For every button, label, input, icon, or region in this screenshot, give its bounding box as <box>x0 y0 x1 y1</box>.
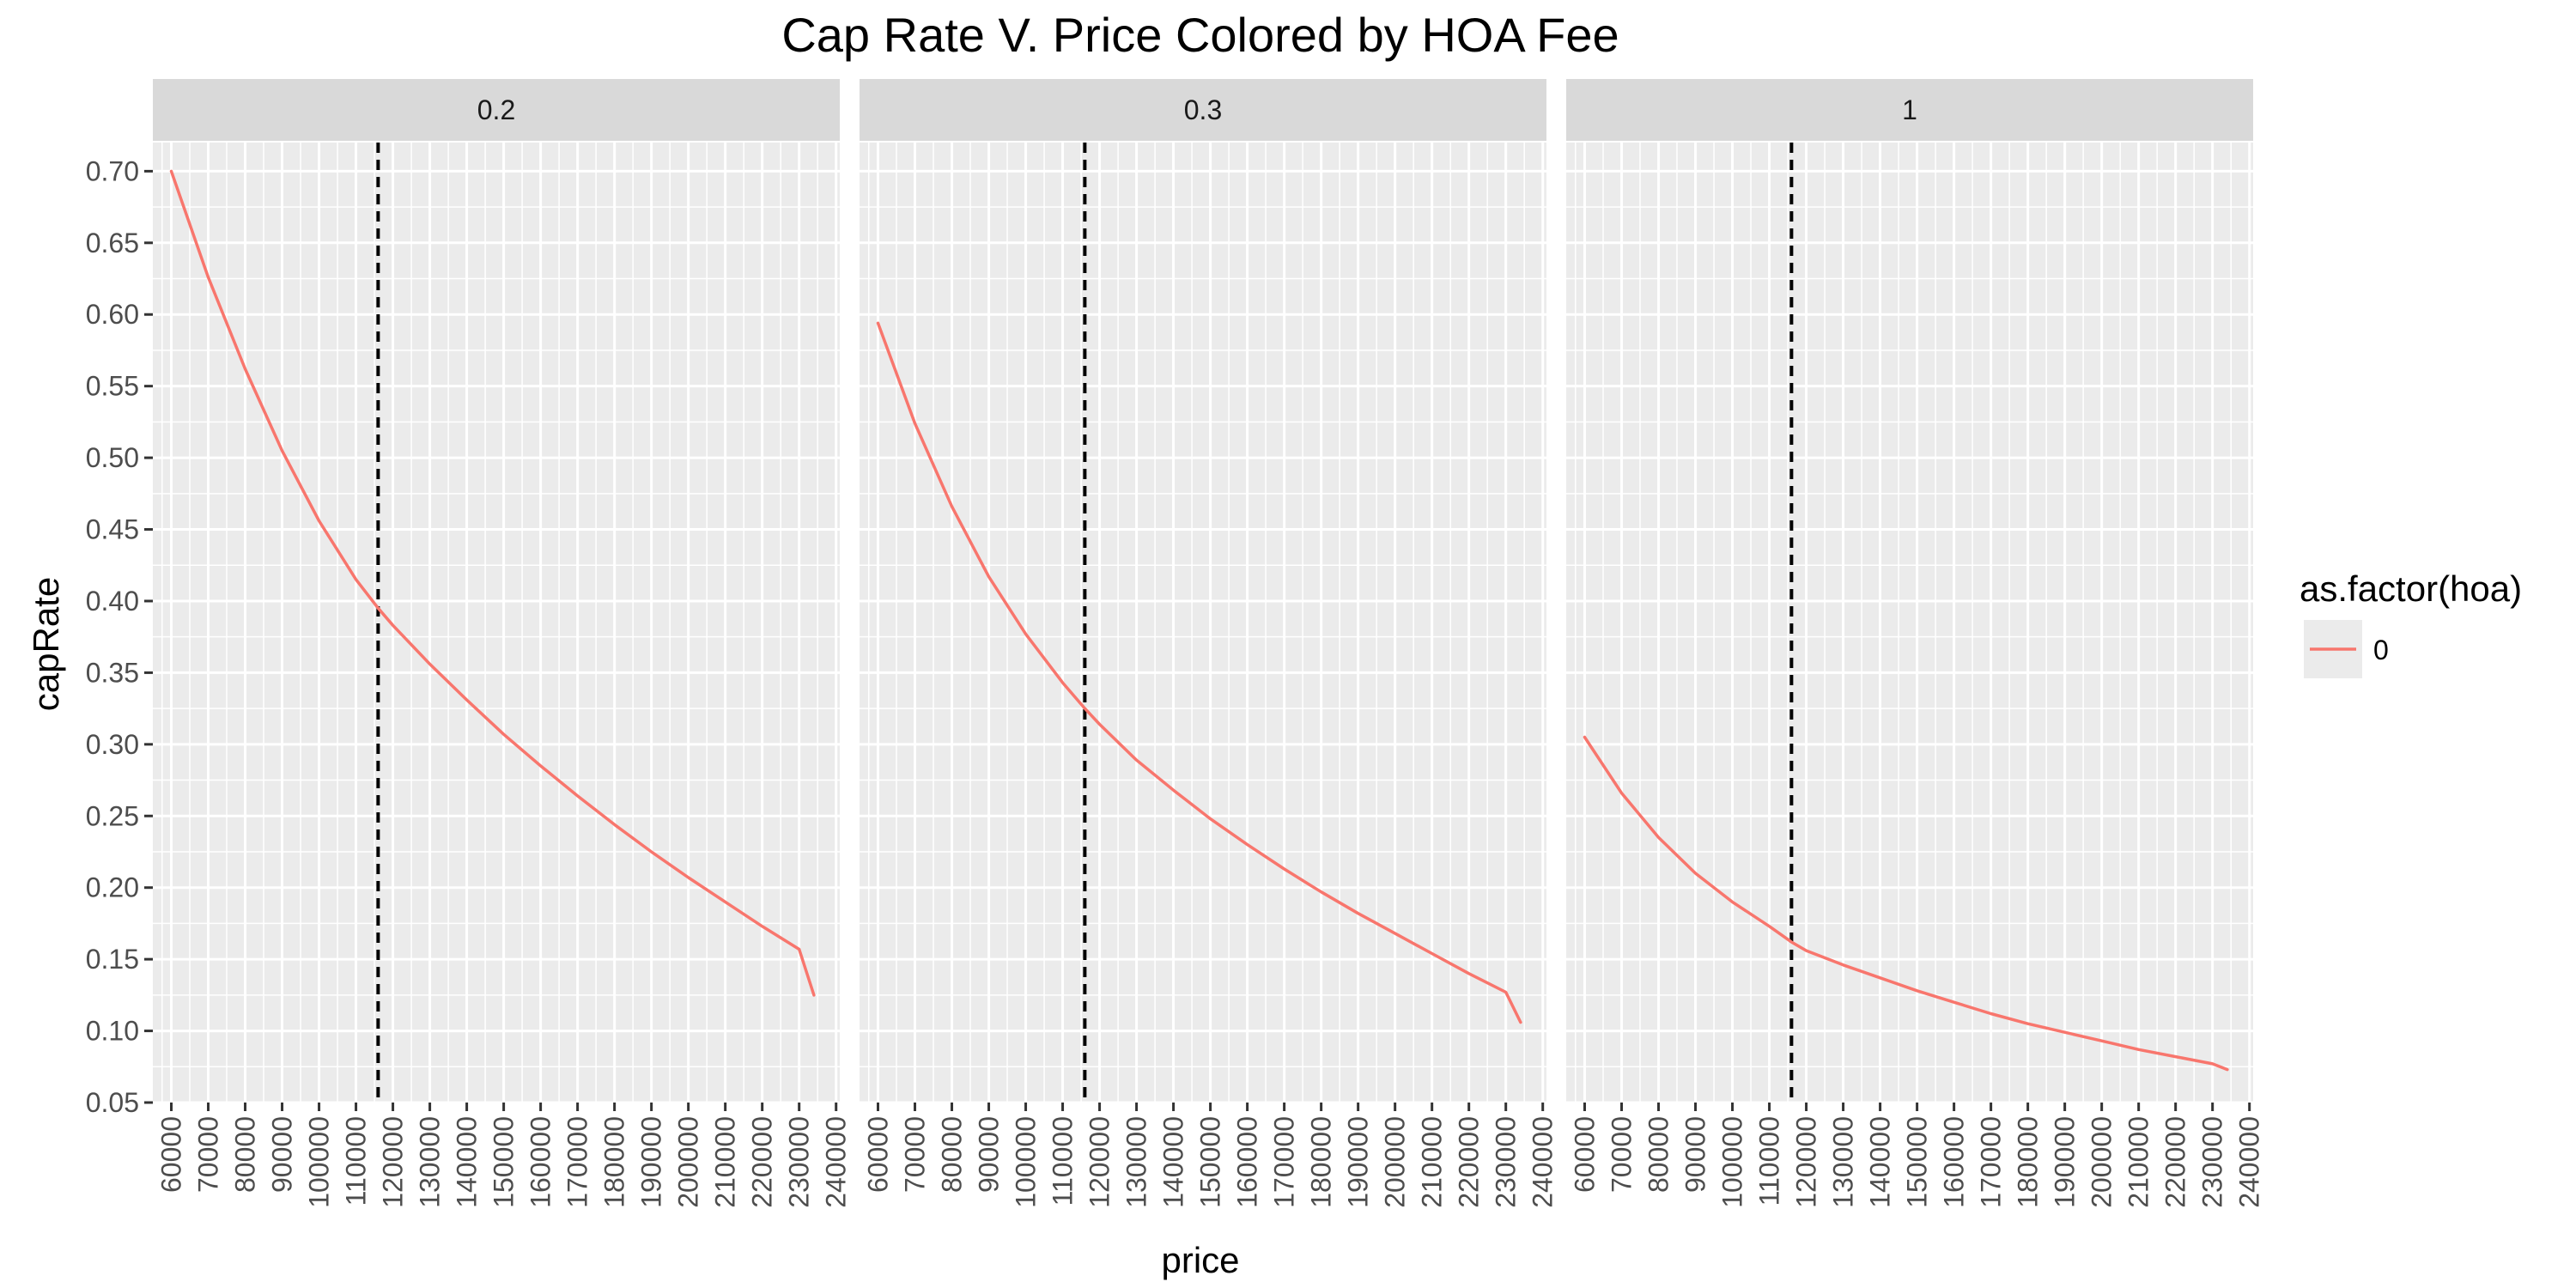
x-tick-label: 230000 <box>1491 1116 1522 1208</box>
x-tick-label: 180000 <box>1306 1116 1337 1208</box>
x-axis-title: price <box>1161 1240 1239 1280</box>
x-tick-label: 170000 <box>1269 1116 1300 1208</box>
x-tick-label: 60000 <box>863 1116 894 1193</box>
series-line-hoa-0 <box>169 169 816 997</box>
x-tick-label: 90000 <box>267 1116 298 1193</box>
x-tick-label: 210000 <box>2123 1116 2154 1208</box>
y-tick-label: 0.50 <box>86 442 139 473</box>
legend-label: 0 <box>2373 635 2389 665</box>
chart-title: Cap Rate V. Price Colored by HOA Fee <box>781 8 1619 62</box>
x-axis-2: 60000 70000 80000 90000 100000 110000 120000 13… <box>1570 1103 2265 1208</box>
x-tick-label: 120000 <box>1084 1116 1115 1208</box>
x-tick-label: 70000 <box>193 1116 224 1193</box>
x-tick-label: 110000 <box>1048 1116 1078 1206</box>
x-tick-label: 170000 <box>1976 1116 2007 1208</box>
legend: as.factor(hoa) 0 <box>2300 568 2522 678</box>
y-tick-label: 0.35 <box>86 657 139 688</box>
x-tick-label: 220000 <box>2160 1116 2191 1208</box>
x-axis-0: 60000 70000 80000 90000 100000 110000 120000 13… <box>156 1103 852 1208</box>
y-tick-label: 0.60 <box>86 299 139 330</box>
x-tick-label: 130000 <box>415 1116 446 1208</box>
y-tick-label: 0.25 <box>86 800 139 831</box>
y-axis: 0.05 0.10 0.15 0.20 0.25 0.30 0.35 0.40 0.45 0.50… <box>86 155 153 1118</box>
x-tick-label: 240000 <box>2234 1116 2265 1208</box>
x-tick-label: 160000 <box>526 1116 556 1208</box>
x-tick-label: 230000 <box>784 1116 815 1208</box>
x-tick-label: 120000 <box>378 1116 409 1208</box>
x-tick-label: 70000 <box>1607 1116 1637 1193</box>
x-tick-label: 100000 <box>304 1116 335 1208</box>
y-tick-label: 0.10 <box>86 1016 139 1047</box>
facet-panel-2: 1 <box>1566 79 2253 1104</box>
x-tick-label: 150000 <box>1902 1116 1933 1208</box>
x-tick-label: 80000 <box>937 1116 968 1193</box>
facet-panel-1: 0.3 <box>860 79 1546 1104</box>
x-tick-label: 60000 <box>156 1116 187 1193</box>
series-line-hoa-0 <box>1583 735 2229 1072</box>
y-tick-label: 0.30 <box>86 729 139 760</box>
y-tick-label: 0.65 <box>86 228 139 258</box>
facet-strip <box>153 79 840 141</box>
x-tick-label: 170000 <box>562 1116 593 1208</box>
facet-strip <box>860 79 1546 141</box>
x-tick-label: 160000 <box>1232 1116 1263 1208</box>
legend-title: as.factor(hoa) <box>2300 568 2522 609</box>
facet-panel-0: 0.2 <box>153 79 840 1104</box>
series-line-hoa-0 <box>876 321 1522 1024</box>
x-tick-label: 90000 <box>974 1116 1005 1193</box>
x-tick-label: 190000 <box>2050 1116 2081 1208</box>
x-tick-label: 140000 <box>1158 1116 1189 1208</box>
y-tick-label: 0.55 <box>86 371 139 402</box>
x-tick-label: 210000 <box>710 1116 741 1208</box>
x-tick-label: 240000 <box>1528 1116 1558 1208</box>
x-tick-label: 230000 <box>2197 1116 2228 1208</box>
x-tick-label: 120000 <box>1791 1116 1822 1208</box>
x-tick-label: 200000 <box>673 1116 704 1208</box>
facet-strip <box>1566 79 2253 141</box>
facet-strip-label: 0.3 <box>1184 94 1222 125</box>
x-tick-label: 140000 <box>452 1116 483 1208</box>
x-tick-label: 100000 <box>1717 1116 1748 1208</box>
y-tick-label: 0.05 <box>86 1087 139 1118</box>
x-tick-label: 80000 <box>1643 1116 1674 1193</box>
x-axis-1: 60000 70000 80000 90000 100000 110000 120000 13… <box>863 1103 1558 1208</box>
y-tick-label: 0.40 <box>86 586 139 617</box>
x-tick-label: 130000 <box>1828 1116 1859 1208</box>
y-tick-label: 0.15 <box>86 944 139 975</box>
x-tick-label: 210000 <box>1417 1116 1448 1208</box>
x-tick-label: 80000 <box>230 1116 261 1193</box>
x-tick-label: 200000 <box>2087 1116 2117 1208</box>
x-tick-label: 160000 <box>1939 1116 1970 1208</box>
facet-strip-label: 1 <box>1902 94 1917 125</box>
x-axes: 60000 70000 80000 90000 100000 110000 120000 13… <box>156 1103 2265 1208</box>
x-tick-label: 150000 <box>1195 1116 1226 1208</box>
x-tick-label: 180000 <box>2013 1116 2044 1208</box>
x-tick-label: 240000 <box>821 1116 852 1208</box>
x-tick-label: 200000 <box>1380 1116 1411 1208</box>
y-tick-label: 0.70 <box>86 155 139 186</box>
x-tick-label: 110000 <box>341 1116 372 1206</box>
x-tick-label: 90000 <box>1680 1116 1711 1193</box>
facet-strip-label: 0.2 <box>477 94 515 125</box>
x-tick-label: 110000 <box>1754 1116 1785 1206</box>
x-tick-label: 150000 <box>489 1116 519 1208</box>
y-tick-label: 0.45 <box>86 514 139 545</box>
x-tick-label: 190000 <box>636 1116 667 1208</box>
x-tick-label: 70000 <box>900 1116 931 1193</box>
legend-item: 0 <box>2304 620 2389 678</box>
y-tick-label: 0.20 <box>86 872 139 903</box>
x-tick-label: 140000 <box>1865 1116 1896 1208</box>
x-tick-label: 60000 <box>1570 1116 1601 1193</box>
x-tick-label: 220000 <box>1454 1116 1485 1208</box>
facet-panels: 0.2 0.3 1 <box>153 79 2253 1104</box>
x-tick-label: 130000 <box>1121 1116 1152 1208</box>
x-tick-label: 220000 <box>747 1116 778 1208</box>
x-tick-label: 100000 <box>1011 1116 1042 1208</box>
y-axis-title: capRate <box>26 577 66 711</box>
x-tick-label: 190000 <box>1343 1116 1374 1208</box>
x-tick-label: 180000 <box>599 1116 630 1208</box>
